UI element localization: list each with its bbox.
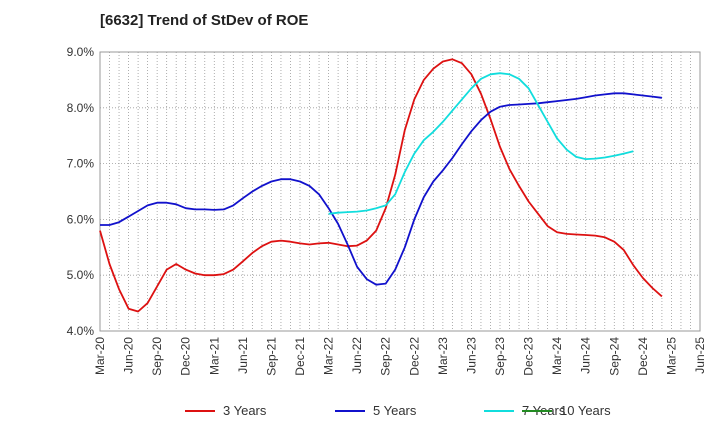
plot-area: [99, 51, 701, 332]
x-tick-label: Sep-21: [264, 337, 278, 376]
y-tick-label: 8.0%: [67, 101, 95, 115]
x-tick-label: Dec-22: [407, 337, 421, 376]
y-tick-label: 4.0%: [67, 324, 95, 338]
legend-label-4: 10 Years: [560, 403, 611, 418]
x-tick-label: Sep-22: [379, 337, 393, 376]
series-line-1: [99, 58, 663, 313]
y-tick-label: 9.0%: [67, 45, 95, 59]
series-line-2: [100, 92, 663, 286]
x-tick-label: Jun-21: [236, 337, 250, 374]
x-tick-label: Mar-21: [207, 337, 221, 375]
x-tick-label: Dec-23: [522, 337, 536, 376]
x-tick-label: Dec-20: [179, 337, 193, 376]
x-tick-label: Dec-21: [293, 337, 307, 376]
legend-label-2: 5 Years: [373, 403, 417, 418]
x-tick-label: Dec-24: [636, 337, 650, 376]
legend-label-1: 3 Years: [223, 403, 267, 418]
x-tick-label: Sep-24: [607, 337, 621, 376]
x-tick-label: Mar-25: [664, 337, 678, 375]
x-tick-label: Jun-23: [464, 337, 478, 374]
x-tick-label: Mar-23: [436, 337, 450, 375]
y-tick-label: 6.0%: [67, 212, 95, 226]
series-line-3: [328, 72, 634, 215]
x-tick-label: Sep-20: [150, 337, 164, 376]
chart-title: [6632] Trend of StDev of ROE: [100, 12, 309, 29]
x-tick-label: Jun-25: [693, 337, 707, 374]
y-tick-label: 7.0%: [67, 157, 95, 171]
x-tick-label: Sep-23: [493, 337, 507, 376]
x-tick-label: Jun-24: [579, 337, 593, 374]
x-tick-label: Mar-20: [93, 337, 107, 375]
y-tick-label: 5.0%: [67, 268, 95, 282]
x-tick-label: Mar-24: [550, 337, 564, 375]
x-tick-label: Jun-20: [122, 337, 136, 374]
x-tick-label: Mar-22: [322, 337, 336, 375]
x-tick-label: Jun-22: [350, 337, 364, 374]
